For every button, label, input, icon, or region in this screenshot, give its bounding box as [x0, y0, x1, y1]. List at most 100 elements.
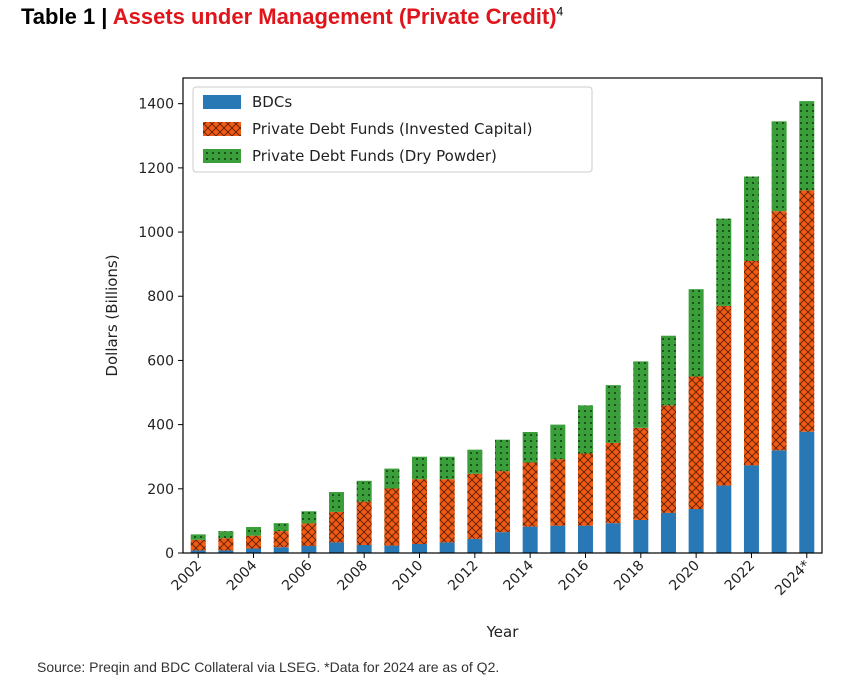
y-tick-label: 400 [147, 418, 174, 434]
bar-invested-capital-2011 [439, 479, 455, 543]
plot-area [190, 101, 815, 553]
y-tick-label: 1000 [138, 225, 174, 241]
bar-invested-capital-2019 [660, 405, 676, 513]
x-tick-label: 2022 [722, 558, 759, 595]
bar-bdcs-2019 [660, 512, 676, 553]
y-axis-label: Dollars (Billions) [103, 254, 121, 376]
bar-invested-capital-2016 [577, 453, 593, 526]
x-tick-label: 2024* [772, 558, 813, 599]
bar-invested-capital-2002 [190, 539, 206, 551]
bar-invested-capital-2017 [605, 442, 621, 524]
bar-dry-powder-2022 [743, 176, 759, 261]
bar-bdcs-2006 [301, 545, 317, 553]
bar-bdcs-2008 [356, 544, 372, 553]
legend-swatch-bdcs [203, 95, 241, 109]
bar-invested-capital-2013 [495, 471, 510, 533]
bar-bdcs-2009 [384, 545, 400, 553]
bar-dry-powder-2011 [439, 456, 455, 480]
bar-dry-powder-2012 [467, 449, 483, 474]
bar-bdcs-2010 [412, 544, 428, 553]
page-title: Table 1 | Assets under Management (Priva… [21, 4, 563, 30]
bar-invested-capital-2007 [329, 511, 345, 543]
bar-invested-capital-2009 [384, 488, 400, 546]
bar-dry-powder-2014 [522, 432, 538, 463]
bar-invested-capital-2004 [246, 535, 262, 549]
bar-dry-powder-2017 [605, 385, 621, 443]
bar-bdcs-2005 [273, 547, 289, 553]
bar-invested-capital-2003 [218, 538, 234, 551]
bar-dry-powder-2008 [356, 480, 372, 502]
bar-bdcs-2017 [605, 523, 621, 553]
bar-dry-powder-2004 [246, 527, 262, 536]
bar-dry-powder-2003 [218, 531, 234, 539]
bar-bdcs-2022 [743, 465, 759, 553]
bar-invested-capital-2023 [771, 211, 787, 451]
y-tick-label: 200 [147, 482, 174, 498]
bar-bdcs-2023 [771, 450, 787, 553]
bar-bdcs-2011 [439, 542, 455, 553]
legend-label-dry-powder: Private Debt Funds (Dry Powder) [252, 147, 497, 165]
bar-bdcs-2015 [550, 525, 566, 553]
x-tick-label: 2002 [169, 558, 206, 595]
plot-frame [182, 77, 823, 554]
legend-box [192, 86, 593, 173]
bar-bdcs-2013 [495, 532, 510, 553]
bar-bdcs-2018 [633, 519, 649, 553]
y-tick-label: 0 [165, 546, 174, 562]
bar-bdcs-2007 [329, 542, 345, 553]
bar-bdcs-2020 [688, 509, 704, 553]
bar-invested-capital-2010 [412, 479, 428, 545]
title-accent: Assets under Management (Private Credit) [112, 4, 557, 29]
bar-invested-capital-2008 [356, 501, 372, 545]
bar-invested-capital-2005 [273, 531, 289, 548]
bar-invested-capital-2024 [799, 190, 815, 432]
title-prefix: Table 1 | [21, 4, 113, 29]
bar-invested-capital-2006 [301, 523, 317, 546]
x-axis: 2002 2004 2006 2008 2010 2012 2014 2016 2018 2020… [169, 553, 814, 599]
bar-dry-powder-2013 [495, 439, 510, 472]
bar-invested-capital-2021 [716, 305, 732, 486]
legend-swatch-invested-capital [203, 122, 241, 136]
bar-dry-powder-2015 [550, 424, 566, 460]
bar-dry-powder-2020 [688, 289, 704, 377]
x-tick-label: 2016 [556, 557, 593, 594]
y-tick-label: 1200 [138, 161, 174, 177]
bar-bdcs-2003 [218, 550, 234, 553]
bar-dry-powder-2016 [577, 405, 593, 454]
x-tick-label: 2020 [666, 558, 703, 595]
bar-bdcs-2016 [577, 525, 593, 553]
x-tick-label: 2010 [390, 558, 427, 595]
legend-label-invested-capital: Private Debt Funds (Invested Capital) [252, 120, 533, 138]
footnote-marker: 4 [556, 4, 564, 19]
bar-invested-capital-2020 [688, 376, 704, 510]
x-tick-label: 2014 [500, 557, 537, 594]
bar-bdcs-2004 [246, 548, 262, 553]
bar-bdcs-2012 [467, 538, 483, 553]
bar-bdcs-2002 [190, 550, 206, 553]
bar-dry-powder-2005 [273, 523, 289, 532]
bar-dry-powder-2002 [190, 534, 206, 540]
y-tick-label: 800 [147, 289, 174, 305]
x-tick-label: 2012 [445, 558, 482, 595]
bar-dry-powder-2021 [716, 218, 732, 306]
x-tick-label: 2006 [279, 557, 316, 594]
bar-dry-powder-2006 [301, 511, 317, 524]
x-tick-label: 2008 [335, 558, 372, 595]
bar-invested-capital-2015 [550, 459, 566, 526]
x-tick-label: 2018 [611, 558, 648, 595]
bar-dry-powder-2009 [384, 468, 400, 489]
bar-bdcs-2014 [522, 526, 538, 553]
legend-label-bdcs: BDCs [252, 93, 292, 111]
bar-bdcs-2021 [716, 485, 732, 553]
bar-dry-powder-2019 [660, 335, 676, 406]
x-tick-label: 2004 [224, 557, 261, 594]
y-tick-label: 1400 [138, 97, 174, 113]
bar-dry-powder-2024 [799, 101, 815, 191]
bar-bdcs-2024 [799, 431, 815, 553]
bar-invested-capital-2012 [467, 473, 483, 539]
bar-invested-capital-2014 [522, 462, 538, 527]
y-axis: 0 200 400 600 800 1000 1200 1400 [138, 97, 183, 562]
bar-dry-powder-2018 [633, 361, 649, 428]
bar-invested-capital-2022 [743, 260, 759, 466]
